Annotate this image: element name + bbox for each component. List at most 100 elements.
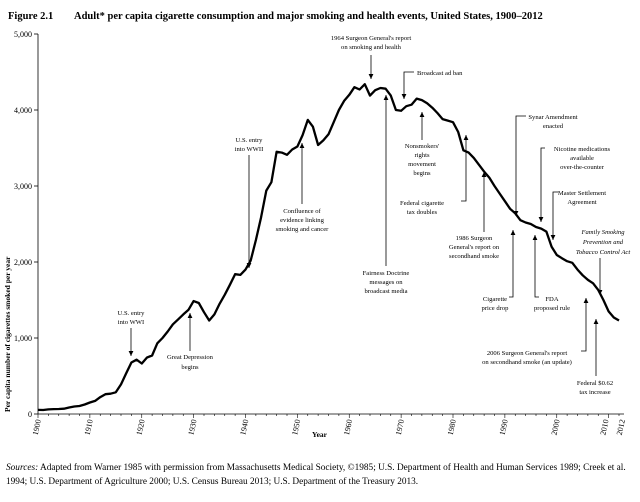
annotation-leader-line xyxy=(552,191,558,240)
annotation-msa-line-2: Agreement xyxy=(567,199,596,206)
annotation-fda-line-2: proposed rule xyxy=(534,305,570,312)
annotation-2006-surgeon-general: 2006 Surgeon General's report on secondh… xyxy=(482,350,572,366)
annotation-great-depression: Great Depression begins xyxy=(167,354,214,371)
annotation-confluence-of-evidence: Confluence of evidence linking smoking a… xyxy=(276,208,330,233)
annotation-great-depression-line-2: begins xyxy=(181,364,199,371)
annotation-arrowhead xyxy=(383,95,389,100)
annotation-arrows xyxy=(128,55,603,376)
annotation-fairness-line-3: broadcast media xyxy=(364,288,407,295)
x-tick-label: 1970 xyxy=(394,419,406,437)
y-tick-label: 4,000 xyxy=(14,106,32,115)
annotation-leader-line xyxy=(403,71,414,99)
sources-note: Sources: Adapted from Warner 1985 with p… xyxy=(6,461,634,489)
annotation-price-drop-line-2: price drop xyxy=(482,305,510,312)
annotation-leader-line xyxy=(581,298,587,352)
annotation-fspta-line-3: Tobacco Control Act xyxy=(576,249,631,256)
annotation-nonsmokers-line-1: Nonsmokers' xyxy=(405,143,440,150)
x-ticks: 1900 1910 1920 1930 1940 1950 1960 1970 1980 1990… xyxy=(31,414,627,436)
annotation-nicotine-medications: Nicotine medications available over-the-… xyxy=(554,146,611,171)
annotation-great-depression-line-1: Great Depression xyxy=(167,354,214,361)
annotation-leader-line xyxy=(509,230,514,298)
annotation-fairness-line-2: messages on xyxy=(369,279,403,286)
sources-label: Sources: xyxy=(6,463,39,473)
annotation-arrowhead xyxy=(463,135,469,140)
annotation-arrowhead xyxy=(532,235,538,240)
annotation-fairness-line-1: Fairness Doctrine xyxy=(363,270,410,277)
annotation-arrowhead xyxy=(593,319,599,324)
annotation-arrowhead xyxy=(187,313,193,318)
x-tick-label: 1910 xyxy=(83,419,95,437)
annotation-nicotine-line-1: Nicotine medications xyxy=(554,146,611,153)
annotation-tax-increase-line-2: tax increase xyxy=(579,389,610,396)
annotation-nonsmokers-line-3: movement xyxy=(408,161,436,168)
annotation-wwi: U.S. entry into WWI xyxy=(118,310,146,326)
x-tick-label: 2012 xyxy=(615,419,627,437)
annotation-1964-sg-line-2: on smoking and health xyxy=(341,44,402,51)
x-tick-label: 1980 xyxy=(446,419,458,437)
x-axis-title: Year xyxy=(312,430,328,439)
annotation-arrowhead xyxy=(246,263,252,268)
annotation-family-smoking-act: Family Smoking Prevention and Tobacco Co… xyxy=(576,229,631,256)
annotation-broadcast-ad-ban-line-1: Broadcast ad ban xyxy=(417,70,463,77)
annotation-tax-doubles-line-1: Federal cigarette xyxy=(400,200,444,207)
annotation-confluence-line-2: evidence linking xyxy=(280,217,324,224)
annotation-1986-sg-line-3: secondhand smoke xyxy=(449,253,499,260)
annotation-price-drop-line-1: Cigarette xyxy=(483,296,507,303)
x-tick-label: 1930 xyxy=(186,419,198,437)
annotation-synar-line-2: enacted xyxy=(543,123,564,130)
figure-title: Adult* per capita cigarette consumption … xyxy=(74,11,543,22)
annotation-arrowhead xyxy=(513,211,519,216)
annotation-arrowhead xyxy=(597,290,603,295)
annotation-confluence-line-3: smoking and cancer xyxy=(276,226,330,233)
x-tick-label: 1960 xyxy=(342,419,354,437)
annotation-nonsmokers-line-4: begins xyxy=(413,170,431,177)
x-tick-label: 1940 xyxy=(238,419,250,437)
annotation-arrowhead xyxy=(538,217,544,222)
x-tick-label: 1900 xyxy=(31,419,43,437)
sources-text: Adapted from Warner 1985 with permission… xyxy=(6,463,626,487)
annotation-leader-line xyxy=(540,147,545,222)
annotation-nonsmokers-rights: Nonsmokers' rights movement begins xyxy=(405,143,440,177)
annotation-2006-sg-line-1: 2006 Surgeon General's report xyxy=(487,350,568,357)
annotation-wwii-line-1: U.S. entry xyxy=(236,137,264,144)
annotation-2006-sg-line-2: on secondhand smoke (an update) xyxy=(482,359,572,366)
annotation-federal-tax-doubles: Federal cigarette tax doubles xyxy=(400,200,444,216)
consumption-series-line xyxy=(37,83,620,412)
annotation-nicotine-line-2: available xyxy=(570,155,594,162)
annotation-tax-doubles-line-2: tax doubles xyxy=(407,209,438,216)
annotation-confluence-line-1: Confluence of xyxy=(283,208,321,215)
y-tick-label: 5,000 xyxy=(14,30,32,39)
annotation-fspta-line-1: Family Smoking xyxy=(580,229,625,236)
annotation-wwi-line-1: U.S. entry xyxy=(118,310,146,317)
annotation-arrowhead xyxy=(583,298,589,303)
x-tick-label: 2010 xyxy=(598,419,610,437)
annotation-broadcast-ad-ban: Broadcast ad ban xyxy=(417,70,463,77)
y-axis-title: Per capita number of cigarettes smoked p… xyxy=(3,256,12,412)
y-tick-label: 2,000 xyxy=(14,258,32,267)
annotation-leader-line xyxy=(515,115,526,216)
annotation-nicotine-line-3: over-the-counter xyxy=(560,164,605,171)
x-tick-label: 1920 xyxy=(135,419,147,437)
x-tick-label: 1990 xyxy=(498,419,510,437)
annotation-nonsmokers-line-2: rights xyxy=(414,152,429,159)
annotation-arrowhead xyxy=(368,74,374,79)
y-tick-label: 1,000 xyxy=(14,334,32,343)
annotation-tax-increase-line-1: Federal $0.62 xyxy=(577,380,613,387)
annotation-arrowhead xyxy=(550,235,556,240)
annotation-arrowhead xyxy=(128,351,134,356)
x-tick-label: 2000 xyxy=(550,419,562,437)
figure-label: Figure 2.1 xyxy=(8,11,53,22)
annotation-wwii: U.S. entry into WWII xyxy=(235,137,264,153)
annotation-arrowhead xyxy=(481,172,487,177)
annotation-wwii-line-2: into WWII xyxy=(235,146,264,153)
y-ticks: 0 1,000 2,000 3,000 4,000 5,000 xyxy=(14,30,38,419)
annotation-1986-sg-line-2: General's report on xyxy=(449,244,500,251)
annotation-fspta-line-2: Prevention and xyxy=(582,239,624,246)
y-tick-label: 3,000 xyxy=(14,182,32,191)
x-tick-label: 1950 xyxy=(290,419,302,437)
annotation-leader-line xyxy=(461,135,467,202)
y-tick-label: 0 xyxy=(28,410,32,419)
annotation-arrowhead xyxy=(419,112,425,117)
annotation-arrowhead xyxy=(299,143,305,148)
